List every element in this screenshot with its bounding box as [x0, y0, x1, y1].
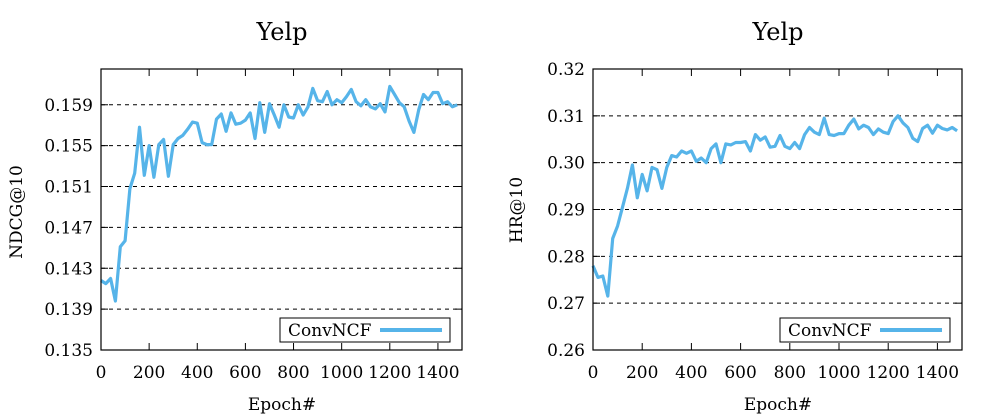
x-tick-label: 600: [724, 363, 756, 383]
x-tick-label: 200: [626, 363, 658, 383]
series-line-convncf: [591, 114, 958, 298]
x-tick-label: 600: [229, 363, 261, 383]
x-tick-label: 1000: [320, 363, 363, 383]
y-axis-label: NDCG@10: [7, 165, 27, 259]
y-tick-label: 0.151: [44, 178, 93, 198]
hr-chart-panel: Yelp Epoch# HR@10 0.260.270.280.290.300.…: [507, 18, 963, 415]
x-tick-label: 400: [675, 363, 707, 383]
legend-label: ConvNCF: [288, 321, 372, 341]
x-tick-label: 800: [774, 363, 806, 383]
y-tick-label: 0.147: [44, 218, 93, 238]
x-tick-label: 400: [181, 363, 213, 383]
chart-title: Yelp: [256, 18, 308, 46]
y-axis-label: HR@10: [507, 177, 527, 243]
y-tick-label: 0.30: [547, 154, 585, 174]
y-tick-label: 0.139: [44, 300, 93, 320]
series-line-convncf: [100, 84, 458, 303]
x-axis-label: Epoch#: [248, 395, 316, 415]
x-tick-label: 1000: [817, 363, 860, 383]
y-tick-label: 0.27: [547, 294, 585, 314]
y-tick-label: 0.29: [547, 201, 585, 221]
x-tick-label: 200: [133, 363, 165, 383]
y-tick-label: 0.143: [44, 259, 93, 279]
y-tick-label: 0.26: [547, 341, 585, 361]
grid-lines: [101, 104, 462, 310]
x-tick-label: 1200: [368, 363, 411, 383]
x-tick-labels: 0 200 400 600 800 1000 1200 1400: [588, 363, 959, 383]
chart-title: Yelp: [752, 18, 804, 46]
x-tick-label: 1400: [416, 363, 459, 383]
x-tick-label: 800: [277, 363, 309, 383]
series-lines: [591, 114, 958, 298]
grid-lines: [593, 115, 962, 304]
y-tick-label: 0.28: [547, 247, 585, 267]
x-axis-label: Epoch#: [744, 395, 812, 415]
series-lines: [100, 84, 458, 303]
plot-frame: [592, 68, 963, 351]
y-tick-label: 0.32: [547, 60, 585, 80]
y-tick-label: 0.135: [44, 341, 93, 361]
x-tick-label: 1400: [916, 363, 959, 383]
legend: ConvNCF: [279, 317, 451, 343]
y-tick-labels: 0.26 0.27 0.28 0.29 0.30 0.31 0.32: [547, 60, 585, 361]
tick-marks: [100, 69, 462, 351]
y-tick-label: 0.31: [547, 107, 585, 127]
y-tick-label: 0.155: [44, 137, 93, 157]
y-tick-labels: 0.135 0.139 0.143 0.147 0.151 0.155 0.159: [44, 96, 93, 361]
x-tick-label: 0: [588, 363, 599, 383]
ndcg-chart-panel: Yelp Epoch# NDCG@10 0.135 0.139 0.143 0.147…: [7, 18, 463, 415]
x-tick-labels: 0 200 400 600 800 1000 1200 1400: [96, 363, 460, 383]
plot-frame: [100, 68, 463, 351]
legend-label: ConvNCF: [788, 321, 872, 341]
x-tick-label: 1200: [867, 363, 910, 383]
x-tick-label: 0: [96, 363, 107, 383]
y-tick-label: 0.159: [44, 96, 93, 116]
legend: ConvNCF: [779, 317, 951, 343]
